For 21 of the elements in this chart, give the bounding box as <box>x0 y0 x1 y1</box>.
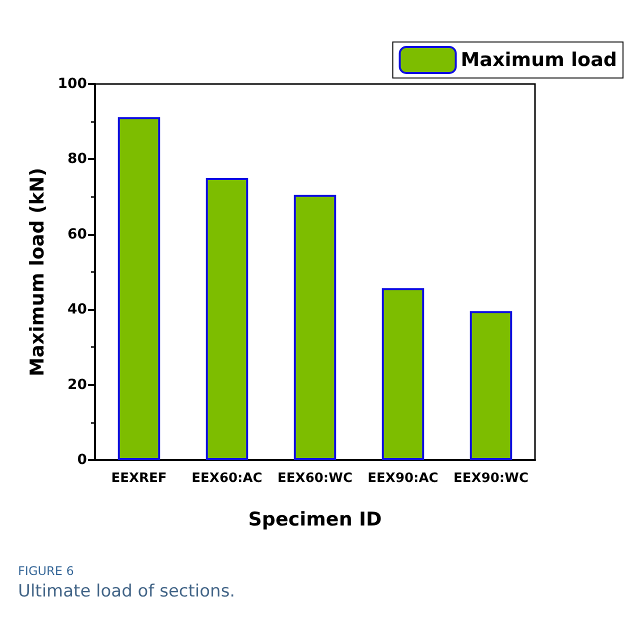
text: Ultimate load of sections. <box>18 582 236 602</box>
y-tick-label: 0 <box>77 452 88 468</box>
bar <box>470 311 512 460</box>
x-tick-label: EEXREF <box>111 471 167 486</box>
bar <box>118 117 160 460</box>
y-tick-label: 40 <box>68 302 88 318</box>
bar <box>294 194 336 460</box>
bar <box>382 288 424 460</box>
y-tick-label: 20 <box>68 376 88 393</box>
y-tick-label: 60 <box>68 226 88 242</box>
caption: FIGURE 6 <box>18 564 74 578</box>
y-axis-title: Maximum load (kN) <box>26 168 48 376</box>
bar <box>206 178 248 460</box>
y-tick-label: 100 <box>58 76 88 92</box>
x-tick-label: EEX60:AC <box>192 471 262 486</box>
y-tick-label: 80 <box>68 151 88 168</box>
x-tick-label: EEX90:WC <box>454 471 528 486</box>
x-tick-label: EEX90:AC <box>368 471 438 486</box>
x-tick-label: EEX60:WC <box>278 471 352 486</box>
x-axis-title: Specimen ID <box>248 508 382 530</box>
legend-label: Maximum load <box>460 49 618 71</box>
